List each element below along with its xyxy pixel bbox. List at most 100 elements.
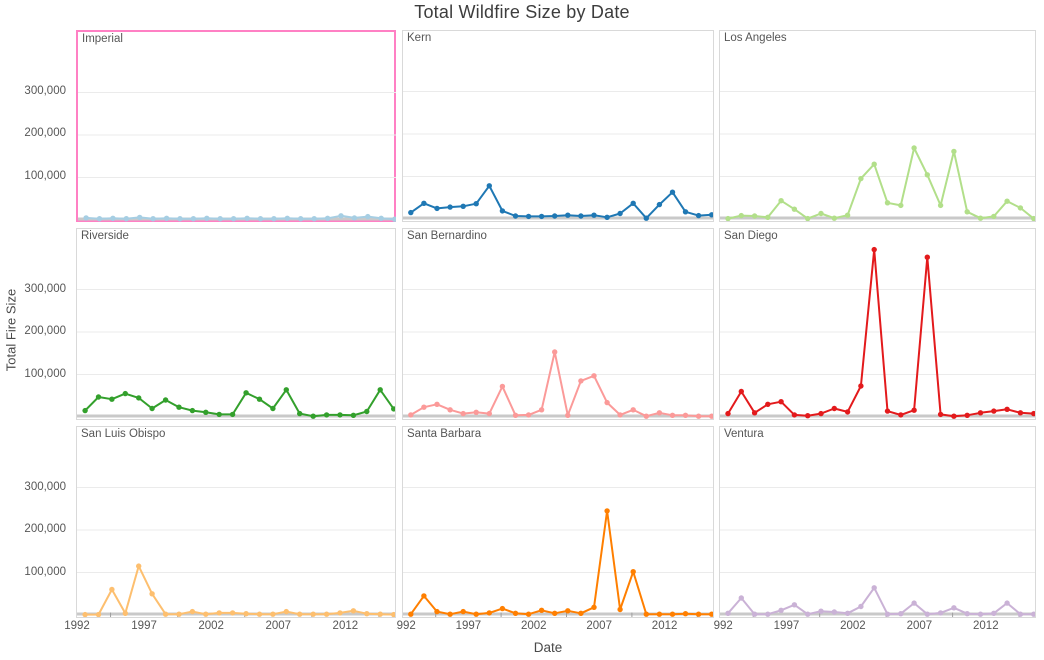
data-point[interactable] <box>229 411 236 418</box>
data-point[interactable] <box>831 215 837 221</box>
data-point[interactable] <box>297 410 303 417</box>
data-point[interactable] <box>977 410 984 416</box>
data-point[interactable] <box>162 611 169 617</box>
data-point[interactable] <box>1004 198 1010 204</box>
data-point[interactable] <box>725 410 731 417</box>
data-point[interactable] <box>682 412 689 418</box>
data-point[interactable] <box>778 399 784 405</box>
data-point[interactable] <box>499 383 506 390</box>
data-point[interactable] <box>937 411 944 418</box>
facet-panel-san-diego[interactable]: San Diego <box>719 228 1036 420</box>
data-point[interactable] <box>434 608 440 615</box>
data-point[interactable] <box>604 508 610 514</box>
data-point[interactable] <box>1031 410 1035 417</box>
data-point[interactable] <box>270 405 276 412</box>
data-point[interactable] <box>149 405 155 412</box>
data-point[interactable] <box>964 209 970 215</box>
data-point[interactable] <box>751 213 758 219</box>
data-point[interactable] <box>1031 215 1035 221</box>
data-point[interactable] <box>270 611 276 617</box>
data-point[interactable] <box>136 395 142 401</box>
data-point[interactable] <box>552 213 558 219</box>
data-point[interactable] <box>643 413 649 419</box>
data-point[interactable] <box>486 410 492 417</box>
data-point[interactable] <box>189 608 196 615</box>
data-point[interactable] <box>951 413 957 419</box>
data-point[interactable] <box>656 611 663 617</box>
data-point[interactable] <box>977 611 984 617</box>
data-point[interactable] <box>392 216 396 222</box>
data-point[interactable] <box>538 213 545 220</box>
data-point[interactable] <box>538 407 545 413</box>
data-point[interactable] <box>337 412 343 418</box>
data-point[interactable] <box>123 216 129 222</box>
data-point[interactable] <box>499 208 506 214</box>
data-point[interactable] <box>818 608 824 614</box>
data-point[interactable] <box>338 213 344 219</box>
data-point[interactable] <box>122 610 128 616</box>
data-point[interactable] <box>578 610 584 616</box>
data-point[interactable] <box>434 401 440 407</box>
data-point[interactable] <box>421 404 427 410</box>
data-point[interactable] <box>243 390 249 396</box>
data-point[interactable] <box>617 606 623 613</box>
data-point[interactable] <box>898 202 904 209</box>
data-point[interactable] <box>271 216 277 222</box>
data-point[interactable] <box>365 213 371 220</box>
data-point[interactable] <box>552 349 558 355</box>
data-point[interactable] <box>778 198 784 204</box>
data-point[interactable] <box>831 405 837 412</box>
data-point[interactable] <box>1017 611 1024 617</box>
data-point[interactable] <box>725 610 731 616</box>
data-point[interactable] <box>473 409 479 415</box>
data-point[interactable] <box>447 611 453 617</box>
data-point[interactable] <box>434 205 440 212</box>
data-point[interactable] <box>460 608 466 615</box>
data-point[interactable] <box>230 216 237 222</box>
data-point[interactable] <box>95 611 102 617</box>
data-point[interactable] <box>512 610 519 616</box>
data-point[interactable] <box>460 203 466 209</box>
data-point[interactable] <box>323 412 330 418</box>
data-point[interactable] <box>378 215 384 221</box>
data-point[interactable] <box>709 212 713 218</box>
data-point[interactable] <box>350 412 357 418</box>
data-point[interactable] <box>391 611 395 617</box>
data-point[interactable] <box>682 209 689 215</box>
data-point[interactable] <box>858 175 864 182</box>
data-point[interactable] <box>216 411 222 418</box>
data-point[interactable] <box>190 216 197 222</box>
data-point[interactable] <box>844 610 851 616</box>
data-point[interactable] <box>709 611 713 617</box>
data-point[interactable] <box>244 215 250 221</box>
data-point[interactable] <box>512 412 519 418</box>
facet-panel-imperial[interactable]: Imperial <box>76 30 396 222</box>
data-point[interactable] <box>176 404 182 410</box>
data-point[interactable] <box>447 407 453 413</box>
data-point[interactable] <box>298 216 304 222</box>
data-point[interactable] <box>552 610 558 616</box>
data-point[interactable] <box>364 611 370 617</box>
data-point[interactable] <box>538 607 545 613</box>
data-point[interactable] <box>217 216 223 222</box>
data-point[interactable] <box>377 387 383 393</box>
data-point[interactable] <box>604 399 610 406</box>
data-point[interactable] <box>136 563 142 569</box>
data-point[interactable] <box>977 215 984 221</box>
data-point[interactable] <box>617 210 623 217</box>
data-point[interactable] <box>512 213 519 219</box>
data-point[interactable] <box>447 204 453 210</box>
data-point[interactable] <box>323 611 330 617</box>
data-point[interactable] <box>565 608 571 614</box>
data-point[interactable] <box>591 604 597 610</box>
data-point[interactable] <box>525 412 532 418</box>
data-point[interactable] <box>924 172 930 178</box>
data-point[interactable] <box>351 215 358 221</box>
facet-panel-san-bernardino[interactable]: San Bernardino <box>402 228 714 420</box>
data-point[interactable] <box>216 610 222 616</box>
data-point[interactable] <box>844 212 851 218</box>
facet-panel-san-luis-obispo[interactable]: San Luis Obispo <box>76 426 396 618</box>
data-point[interactable] <box>858 383 864 389</box>
data-point[interactable] <box>630 200 636 206</box>
data-point[interactable] <box>765 401 771 407</box>
